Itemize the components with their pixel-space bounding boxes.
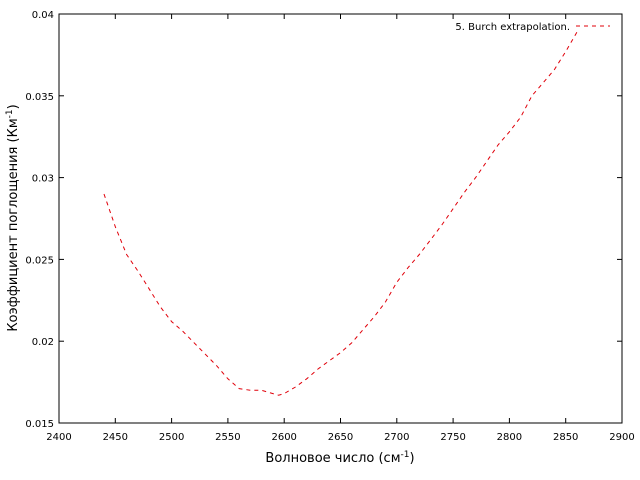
legend-label: 5. Burch extrapolation. <box>455 22 570 33</box>
x-tick-label: 2400 <box>46 432 71 443</box>
y-axis-label-end: ) <box>6 104 21 109</box>
x-axis-label-end: ) <box>409 451 414 466</box>
y-tick-label: 0.035 <box>25 92 54 103</box>
y-axis-label: Коэффициент поглощения (Км-1) <box>5 104 21 331</box>
x-tick-label: 2850 <box>553 432 578 443</box>
x-tick-label: 2650 <box>328 432 353 443</box>
x-tick-label: 2800 <box>497 432 522 443</box>
y-tick-label: 0.02 <box>32 337 54 348</box>
x-tick-label: 2900 <box>609 432 634 443</box>
x-tick-label: 2700 <box>384 432 409 443</box>
plot-frame <box>58 13 623 424</box>
x-axis-label-sup: -1 <box>401 450 410 460</box>
y-tick-label: 0.015 <box>25 419 54 430</box>
series-layer <box>103 31 578 396</box>
x-axis-label-text: Волновое число (см <box>265 451 400 466</box>
y-tick-label: 0.03 <box>32 174 54 185</box>
x-tick-label: 2750 <box>440 432 465 443</box>
x-axis-ticks: 2400 2450 2500 2550 2600 2650 2700 2750 2800 2850… <box>46 14 635 443</box>
series-line-0 <box>103 31 578 396</box>
x-tick-label: 2450 <box>103 432 128 443</box>
legend: 5. Burch extrapolation. <box>455 22 610 33</box>
y-tick-label: 0.04 <box>32 10 54 21</box>
y-axis-ticks: 0.015 0.02 0.025 0.03 0.035 0.04 <box>25 10 622 430</box>
x-tick-label: 2600 <box>271 432 296 443</box>
x-axis-label: Волновое число (см-1) <box>265 450 414 466</box>
x-tick-label: 2500 <box>159 432 184 443</box>
y-axis-label-text: Коэффициент поглощения (Км <box>6 118 21 331</box>
x-tick-label: 2550 <box>215 432 240 443</box>
y-tick-label: 0.025 <box>25 255 54 266</box>
y-axis-label-sup: -1 <box>5 109 15 118</box>
